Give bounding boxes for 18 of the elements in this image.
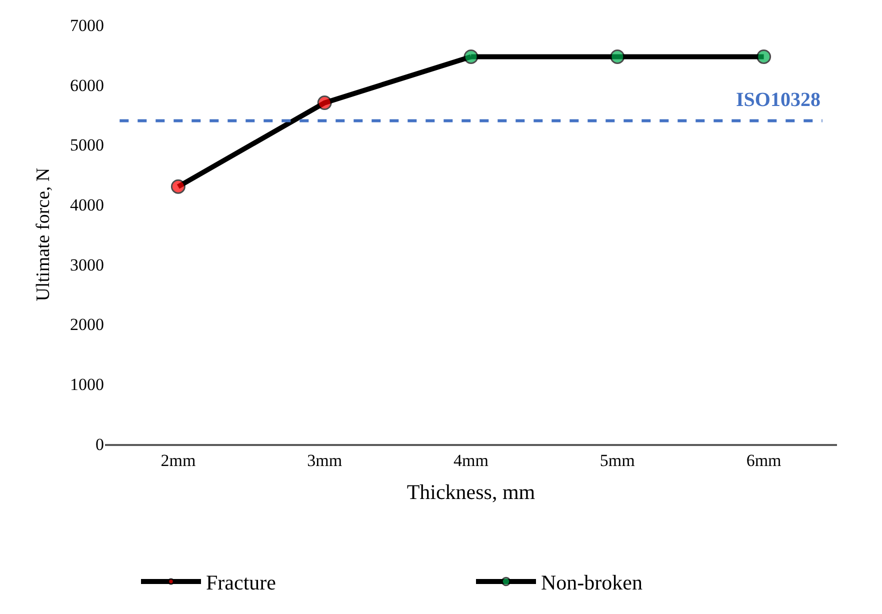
y-tick-label: 5000 xyxy=(70,136,104,155)
y-tick-label: 2000 xyxy=(70,315,104,334)
y-tick-label: 7000 xyxy=(70,16,104,35)
legend-label: Fracture xyxy=(206,570,276,595)
x-axis-title: Thickness, mm xyxy=(406,480,536,504)
x-tick-label: 4mm xyxy=(454,451,488,470)
ref-line-label: ISO10328 xyxy=(736,89,820,111)
y-tick-label: 0 xyxy=(96,434,104,454)
x-tick-label: 3mm xyxy=(307,451,342,470)
x-tick-label: 6mm xyxy=(746,451,782,470)
y-tick-label: 4000 xyxy=(70,196,104,215)
y-tick-label: 1000 xyxy=(70,375,104,394)
y-tick-label: 3000 xyxy=(70,255,104,274)
legend-label: Non-broken xyxy=(541,570,643,595)
y-axis-title: Ultimate force, N xyxy=(32,167,54,302)
y-tick-label: 6000 xyxy=(70,76,104,95)
x-tick-label: 2mm xyxy=(160,451,196,470)
x-tick-label: 5mm xyxy=(600,451,635,470)
